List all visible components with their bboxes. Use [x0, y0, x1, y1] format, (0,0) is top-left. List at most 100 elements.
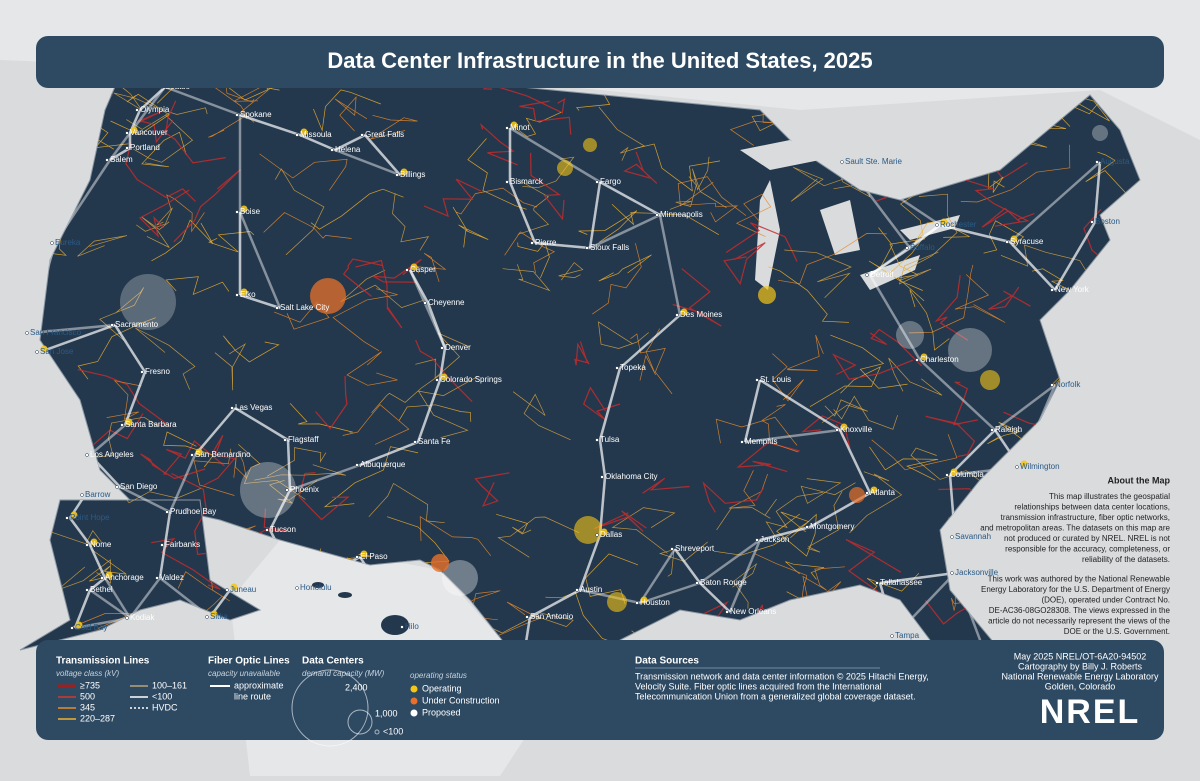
transmission-line	[346, 351, 398, 386]
fiber-line	[109, 146, 131, 162]
city-label: Colorado Springs	[440, 375, 502, 384]
transmission-line	[983, 220, 1025, 254]
great-lakes	[740, 140, 960, 290]
fiber-line	[286, 439, 292, 491]
city-label: Charleston	[920, 355, 959, 364]
fiber-line	[29, 323, 116, 335]
transmission-line	[988, 170, 1005, 193]
fiber-line	[89, 577, 106, 591]
data-center	[310, 278, 346, 314]
city-label: Oklahoma City	[605, 472, 657, 481]
transmission-line	[713, 511, 810, 556]
data-center	[1020, 460, 1028, 468]
city-marker	[935, 223, 939, 227]
legend-label: HVDC	[152, 702, 178, 712]
transmission-line	[502, 264, 551, 292]
about-line: This work was authored by the National R…	[988, 575, 1171, 584]
transmission-line	[903, 193, 958, 272]
city-label: Raleigh	[995, 425, 1022, 434]
transmission-line	[193, 448, 235, 496]
transmission-line	[268, 479, 318, 504]
city-label: Salt Lake City	[280, 303, 329, 312]
city-marker	[915, 358, 919, 362]
city-marker	[140, 370, 144, 374]
city-marker	[230, 406, 234, 410]
fiber-line	[88, 544, 107, 579]
transmission-line	[913, 221, 970, 246]
fiber-line	[578, 534, 602, 591]
city-label: Juneau	[230, 585, 256, 594]
fiber-line	[194, 407, 236, 456]
fiber-line	[673, 548, 702, 584]
fiber-line	[1009, 161, 1101, 243]
fiber-line	[359, 440, 419, 467]
transmission-line	[809, 366, 882, 408]
city-marker	[865, 491, 869, 495]
transmission-line	[925, 415, 976, 458]
fiber-line	[239, 293, 281, 310]
transmission-line	[136, 207, 173, 232]
sources-title: Data Sources	[635, 656, 699, 667]
city-label: Anchorage	[105, 573, 144, 582]
city-marker	[65, 516, 69, 520]
fiber-line	[759, 378, 841, 432]
fiber-line	[639, 581, 701, 605]
transmission-line	[165, 276, 230, 296]
fiber-line	[598, 439, 607, 478]
city-marker	[670, 547, 674, 551]
city-label: Spokane	[240, 110, 272, 119]
city-label: Nome	[90, 540, 112, 549]
fiber-line	[939, 223, 1011, 244]
city-marker	[435, 378, 439, 382]
fiber-line	[638, 548, 677, 604]
legend-title: Data Centers	[302, 656, 364, 667]
city-label: San Antonio	[530, 612, 574, 621]
city-label: Baton Rouge	[700, 578, 747, 587]
transmission-line	[574, 341, 590, 366]
data-center	[360, 550, 368, 558]
transmission-line	[729, 97, 790, 146]
transmission-line	[133, 114, 194, 163]
city-marker	[805, 525, 809, 529]
fiber-line	[759, 525, 811, 542]
transmission-line	[479, 122, 518, 166]
legend-subtitle: capacity unavailable	[208, 669, 281, 678]
transmission-line	[392, 193, 430, 251]
city-label: Casper	[410, 265, 436, 274]
city-marker	[755, 378, 759, 382]
transmission-line	[368, 482, 445, 524]
city-label: Flagstaff	[288, 435, 319, 444]
fiber-line	[299, 133, 336, 152]
transmission-line	[988, 286, 1031, 310]
fiber-line	[529, 588, 581, 619]
legend-label: 500	[80, 691, 95, 701]
fiber-line	[699, 538, 761, 585]
transmission-line	[77, 235, 127, 257]
fiber-line	[658, 214, 682, 316]
city-marker	[235, 210, 239, 214]
fiber-line	[529, 588, 581, 619]
transmission-line	[585, 553, 639, 605]
fiber-line	[994, 384, 1056, 431]
city-label: Tampa	[895, 631, 920, 640]
logo: NREL	[1040, 693, 1141, 731]
transmission-line	[960, 144, 1071, 203]
city-label: Santa Barbara	[125, 420, 177, 429]
city-marker	[135, 108, 139, 112]
alaska	[19, 499, 262, 651]
city-label: Prudhoe Bay	[170, 507, 216, 516]
city-marker	[50, 241, 54, 245]
fiber-line	[1093, 161, 1102, 223]
fiber-line	[743, 379, 762, 443]
fiber-line	[838, 429, 872, 494]
data-center	[431, 554, 449, 572]
fiber-line	[909, 224, 941, 249]
city-marker	[865, 273, 869, 277]
transmission-line	[165, 100, 226, 164]
fiber-line	[949, 429, 996, 476]
city-marker	[990, 428, 994, 432]
size-swatch	[291, 669, 369, 747]
transmission-line	[163, 440, 225, 476]
transmission-line	[1000, 244, 1088, 274]
fiber-line	[234, 406, 289, 442]
